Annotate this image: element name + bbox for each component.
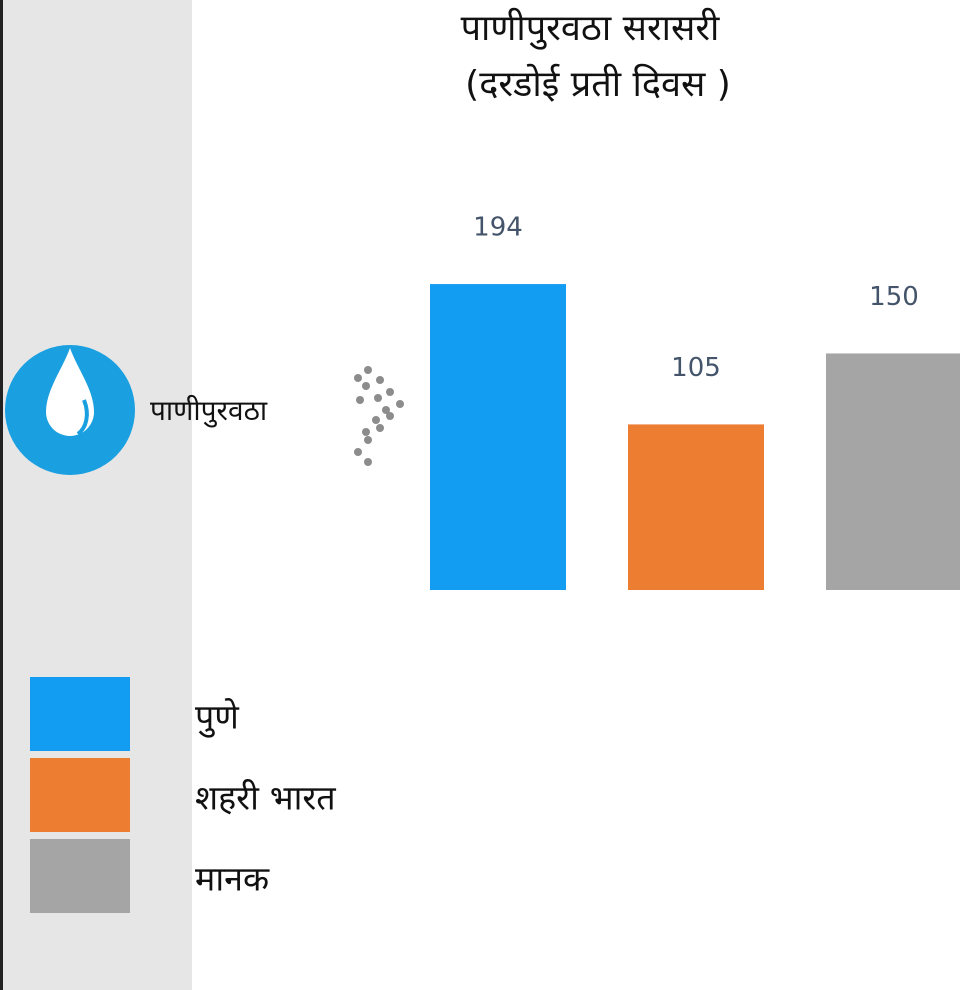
bar (826, 353, 960, 590)
water-icon (5, 345, 135, 475)
legend-swatch (30, 758, 130, 832)
annotation: पाणीपुरवठा (150, 394, 268, 428)
legend-swatch (30, 839, 130, 913)
chart-subtitle: (दरडोई प्रती दिवस ) (465, 63, 731, 105)
left-border (0, 0, 3, 990)
value-label: 194 (473, 213, 523, 243)
legend-label: पुणे (195, 698, 240, 739)
bar (628, 424, 764, 590)
chart-title: पाणीपुरवठा सरासरी (461, 7, 720, 50)
legend-label: शहरी भारत (195, 779, 336, 819)
legend-label: मानक (195, 860, 270, 900)
bar (430, 284, 566, 590)
legend-swatch (30, 677, 130, 751)
value-label: 105 (671, 353, 721, 383)
dotted-arrow (354, 366, 404, 466)
value-label: 150 (869, 282, 919, 312)
